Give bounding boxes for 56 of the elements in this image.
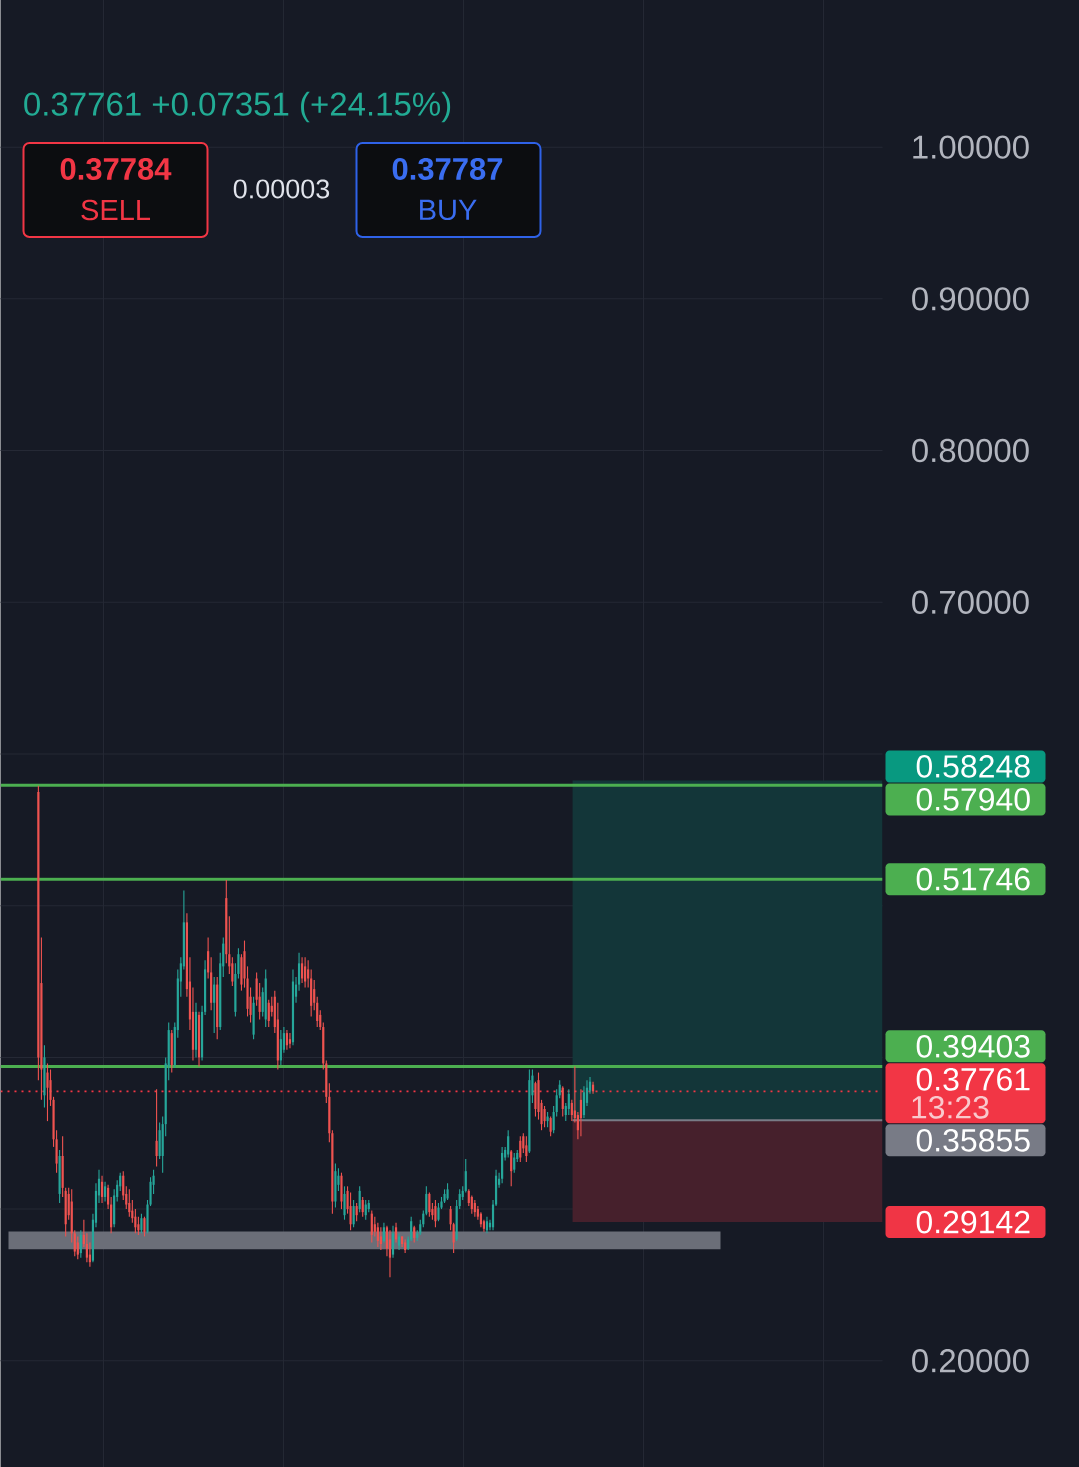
candlestick — [355, 1202, 358, 1222]
annotation: 0.37787 — [392, 157, 502, 180]
candlestick — [285, 1029, 288, 1051]
candlestick — [46, 1062, 49, 1122]
candlestick — [367, 1199, 370, 1213]
y-tick-label: 0.80000 — [911, 438, 1029, 463]
ref-line-label: 0.35855 — [916, 1129, 1030, 1152]
candlestick — [288, 1032, 291, 1049]
annotation: SELL — [81, 199, 150, 221]
candlestick — [525, 1135, 528, 1163]
annotation: BUY — [419, 199, 477, 221]
candlestick — [303, 956, 306, 989]
candlestick — [506, 1129, 510, 1159]
candlestick — [361, 1196, 364, 1218]
candlestick — [127, 1188, 131, 1218]
annotation: 0.37784 — [60, 157, 172, 180]
candlestick — [376, 1222, 379, 1248]
candlestick — [100, 1175, 103, 1204]
candlestick — [103, 1181, 106, 1203]
band-label: 0.58248 — [916, 755, 1030, 778]
ref-line-label: 0.57940 — [916, 788, 1030, 811]
candlestick — [428, 1191, 431, 1218]
candlestick — [388, 1229, 391, 1278]
candlestick — [561, 1085, 564, 1118]
candlestick — [567, 1088, 570, 1116]
y-tick-label: 0.20000 — [911, 1349, 1029, 1373]
ref-line-label: 0.39403 — [916, 1035, 1030, 1058]
candlestick — [258, 982, 261, 1021]
candlestick — [76, 1235, 79, 1260]
candlestick — [352, 1199, 355, 1228]
annotation: 0.00003 — [233, 179, 329, 199]
candlestick — [382, 1222, 385, 1244]
candlestick — [143, 1216, 146, 1237]
ref-line-label: 0.51746 — [916, 867, 1030, 891]
candlestick — [212, 976, 216, 1034]
band-label: 0.29142 — [916, 1210, 1030, 1234]
candlestick — [267, 999, 270, 1028]
candlestick — [358, 1185, 361, 1213]
candlestick — [379, 1226, 382, 1251]
candlestick — [370, 1210, 373, 1244]
y-tick-label: 0.90000 — [911, 287, 1029, 311]
candlestick — [391, 1225, 394, 1259]
candlestick — [549, 1116, 552, 1137]
y-tick-label: 1.00000 — [913, 135, 1029, 159]
candlestick — [264, 968, 267, 1028]
text: 0.37761 +0.07351 (+24.15%) — [23, 91, 450, 123]
ref-line-label: 0.37761 — [916, 1068, 1030, 1091]
candlestick — [464, 1158, 467, 1193]
candlestick — [279, 1029, 282, 1066]
candlestick — [300, 956, 303, 984]
candlestick — [170, 1029, 173, 1074]
candlestick — [434, 1199, 437, 1228]
y-tick-label: 0.70000 — [911, 590, 1029, 614]
text: 13:23 — [912, 1096, 989, 1119]
candlestick — [140, 1213, 143, 1234]
candlestick — [579, 1088, 582, 1137]
